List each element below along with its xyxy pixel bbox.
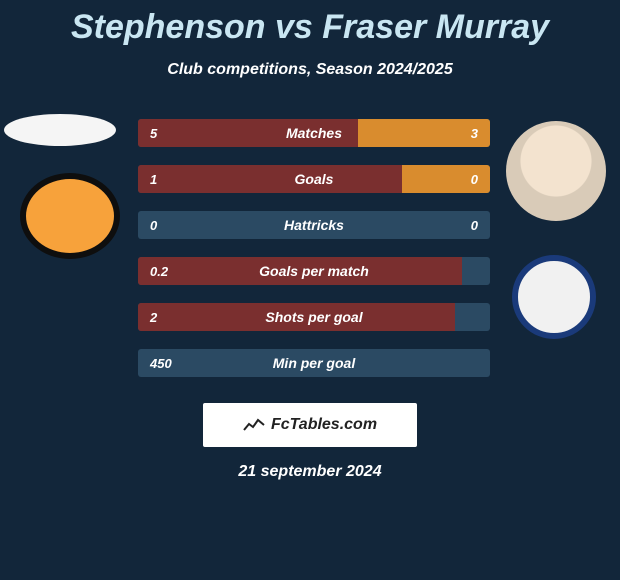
brand-icon bbox=[243, 416, 265, 434]
club-left-badge bbox=[20, 173, 120, 259]
bar-metric-label: Hattricks bbox=[138, 211, 490, 239]
bar-metric-label: Min per goal bbox=[138, 349, 490, 377]
bar-row: 00Hattricks bbox=[138, 211, 490, 239]
bar-row: 10Goals bbox=[138, 165, 490, 193]
bar-row: 0.2Goals per match bbox=[138, 257, 490, 285]
bar-metric-label: Shots per goal bbox=[138, 303, 490, 331]
player-right-avatar bbox=[506, 121, 606, 221]
page-title: Stephenson vs Fraser Murray bbox=[0, 0, 620, 47]
player-left-avatar bbox=[4, 114, 116, 146]
subtitle: Club competitions, Season 2024/2025 bbox=[0, 61, 620, 79]
bar-row: 450Min per goal bbox=[138, 349, 490, 377]
bar-row: 53Matches bbox=[138, 119, 490, 147]
bar-metric-label: Matches bbox=[138, 119, 490, 147]
brand-text: FcTables.com bbox=[271, 416, 377, 434]
club-right-badge bbox=[512, 255, 596, 339]
bars-container: 53Matches 10Goals 00Hattricks 0.2Goals per … bbox=[138, 119, 490, 395]
brand-badge: FcTables.com bbox=[203, 403, 417, 447]
comparison-chart: 53Matches 10Goals 00Hattricks 0.2Goals per … bbox=[0, 101, 620, 391]
bar-row: 2Shots per goal bbox=[138, 303, 490, 331]
bar-metric-label: Goals per match bbox=[138, 257, 490, 285]
bar-metric-label: Goals bbox=[138, 165, 490, 193]
date-text: 21 september 2024 bbox=[0, 463, 620, 481]
